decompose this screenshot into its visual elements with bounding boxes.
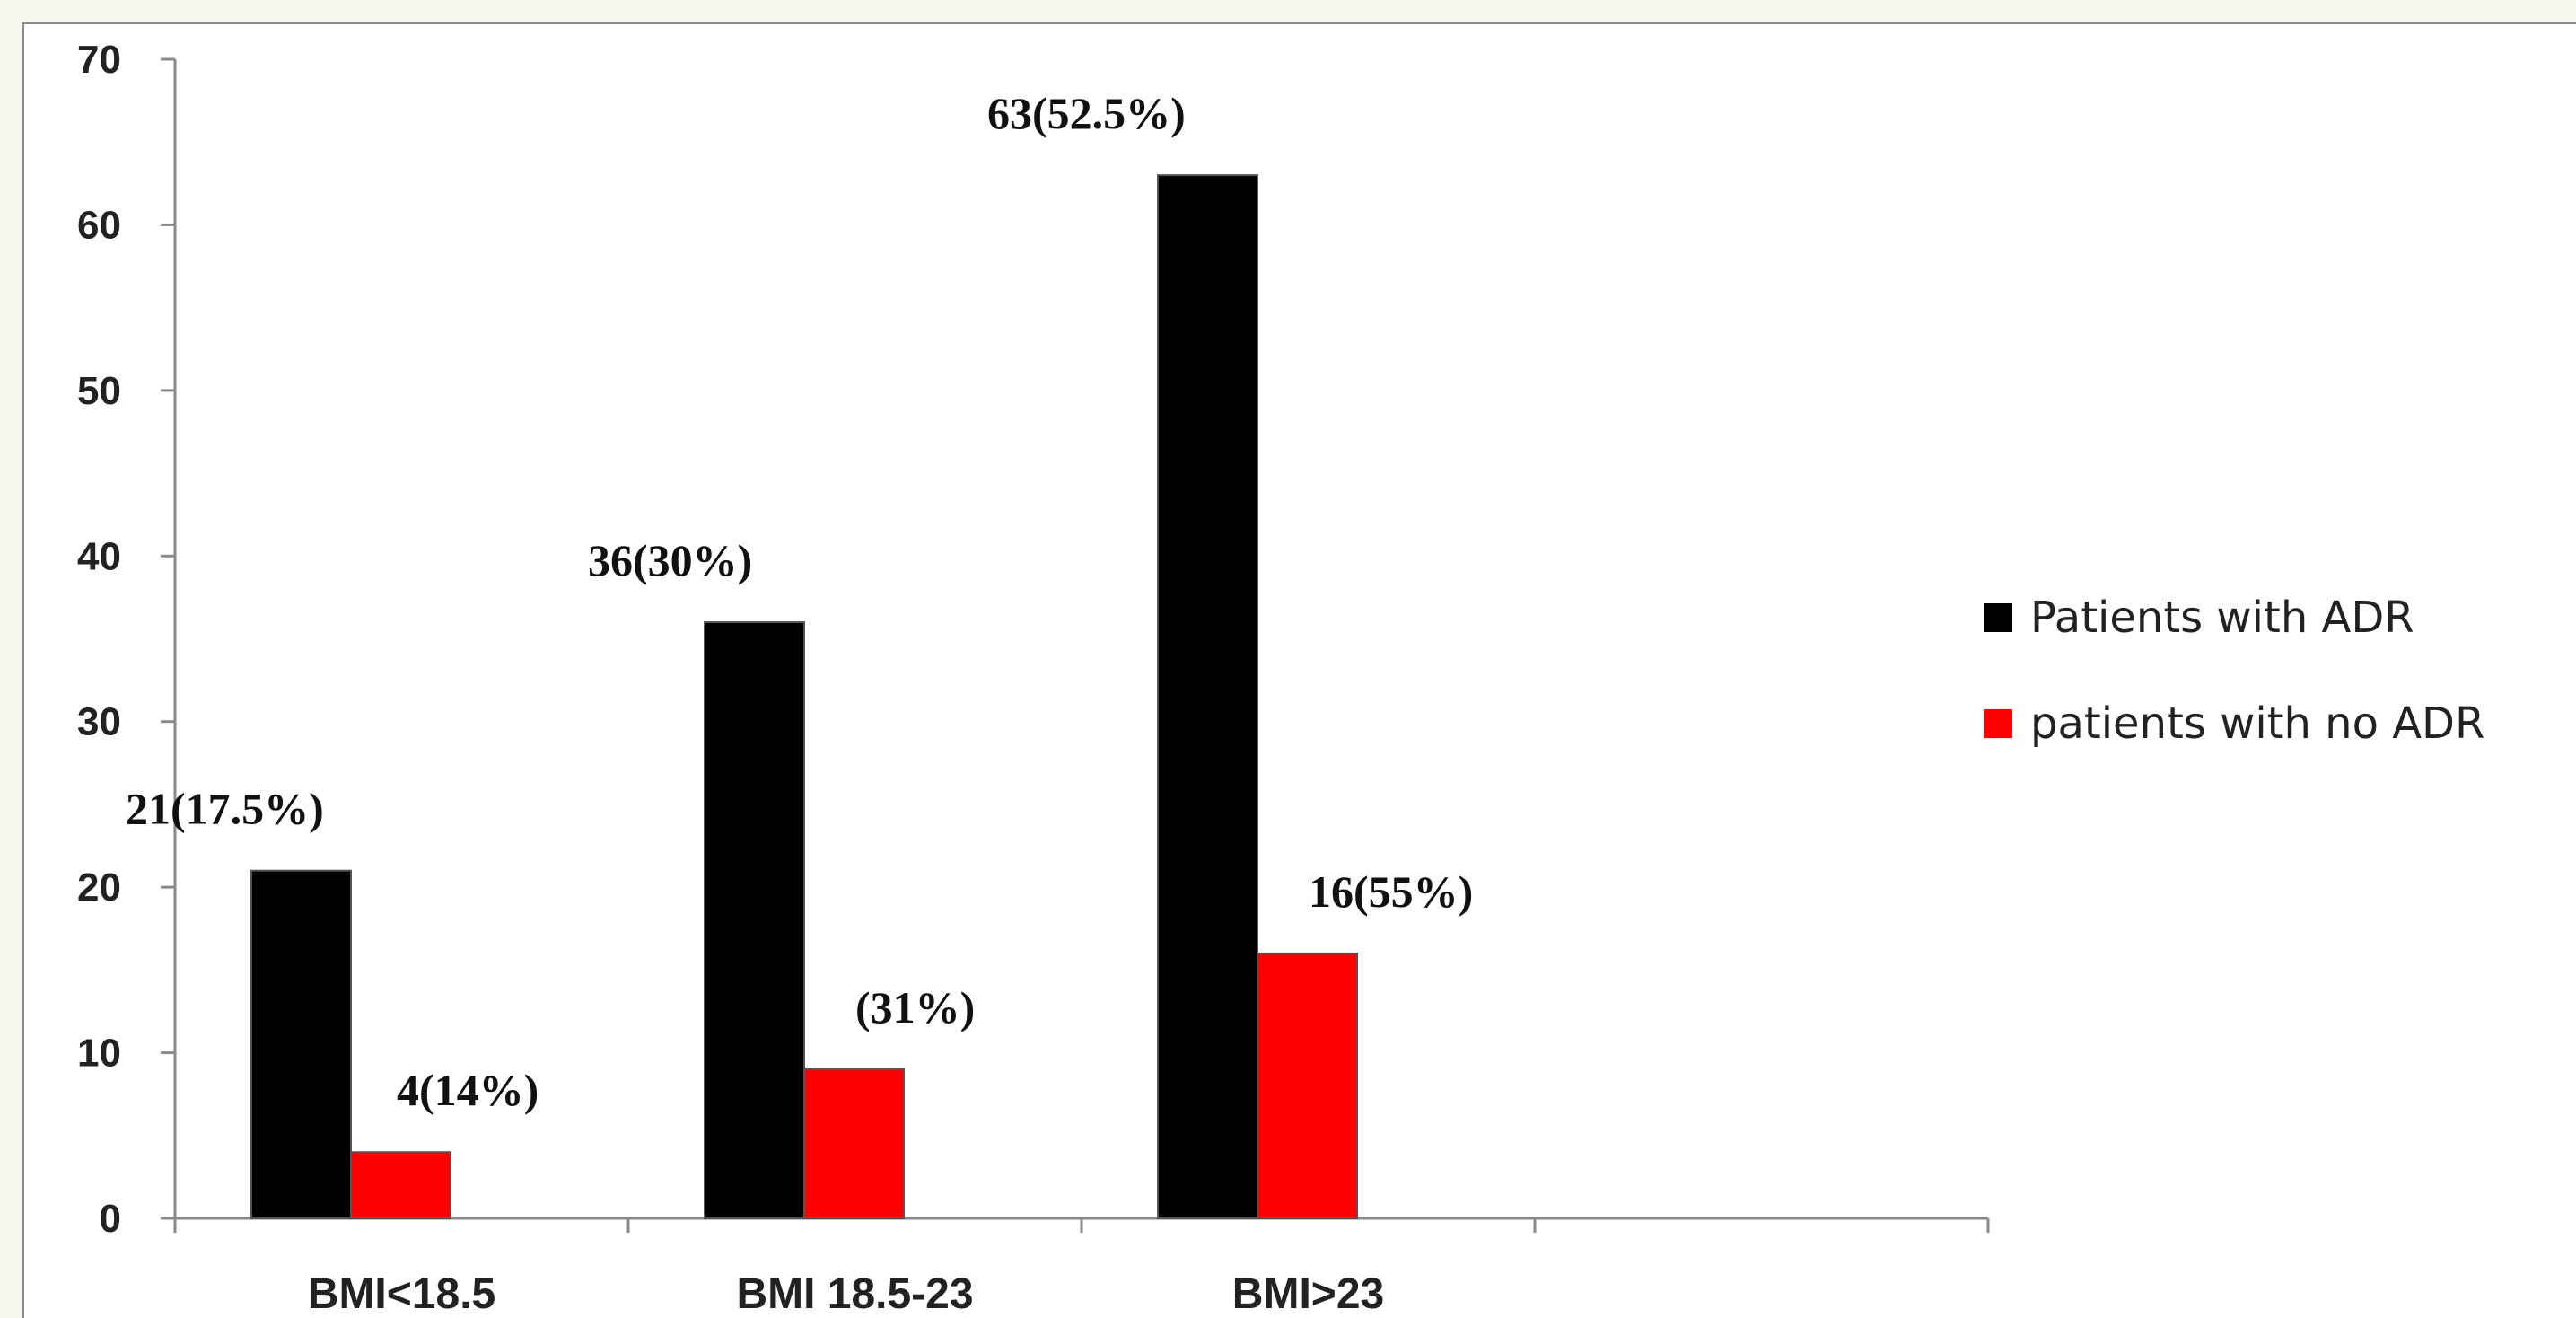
bar (1158, 175, 1257, 1218)
y-tick-label: 10 (77, 1032, 121, 1076)
chart-bars (251, 175, 1357, 1218)
bar (1257, 953, 1357, 1218)
x-category-label: BMI<18.5 (308, 1270, 495, 1318)
y-tick-label: 40 (77, 534, 121, 578)
chart-legend: Patients with ADR patients with no ADR (1984, 593, 2484, 749)
y-tick-label: 70 (77, 38, 121, 82)
chart-axes: 0 10 20 30 40 50 60 70 BMI<18.5 BMI 18.5-23 BMI>23 (77, 38, 1988, 1318)
legend-swatch (1984, 603, 2012, 632)
data-label: 21(17.5%) (126, 784, 324, 834)
x-category-label: BMI>23 (1232, 1270, 1384, 1318)
legend-label: patients with no ADR (2030, 699, 2484, 749)
x-category-label: BMI 18.5-23 (736, 1270, 973, 1318)
bar (804, 1069, 904, 1218)
y-tick-label: 60 (77, 203, 121, 247)
y-tick-label: 50 (77, 369, 121, 413)
data-label: (31%) (855, 982, 975, 1032)
data-label: 36(30%) (588, 535, 752, 585)
legend-label: Patients with ADR (2030, 593, 2414, 643)
data-label: 63(52.5%) (987, 88, 1186, 138)
legend-swatch (1984, 709, 2012, 738)
bar (351, 1152, 451, 1218)
data-label: 4(14%) (397, 1065, 539, 1115)
bar (251, 871, 351, 1218)
y-tick-label: 30 (77, 700, 121, 744)
y-tick-label: 0 (100, 1197, 121, 1241)
data-label: 16(55%) (1309, 866, 1473, 917)
bar (705, 622, 804, 1218)
y-tick-label: 20 (77, 865, 121, 909)
